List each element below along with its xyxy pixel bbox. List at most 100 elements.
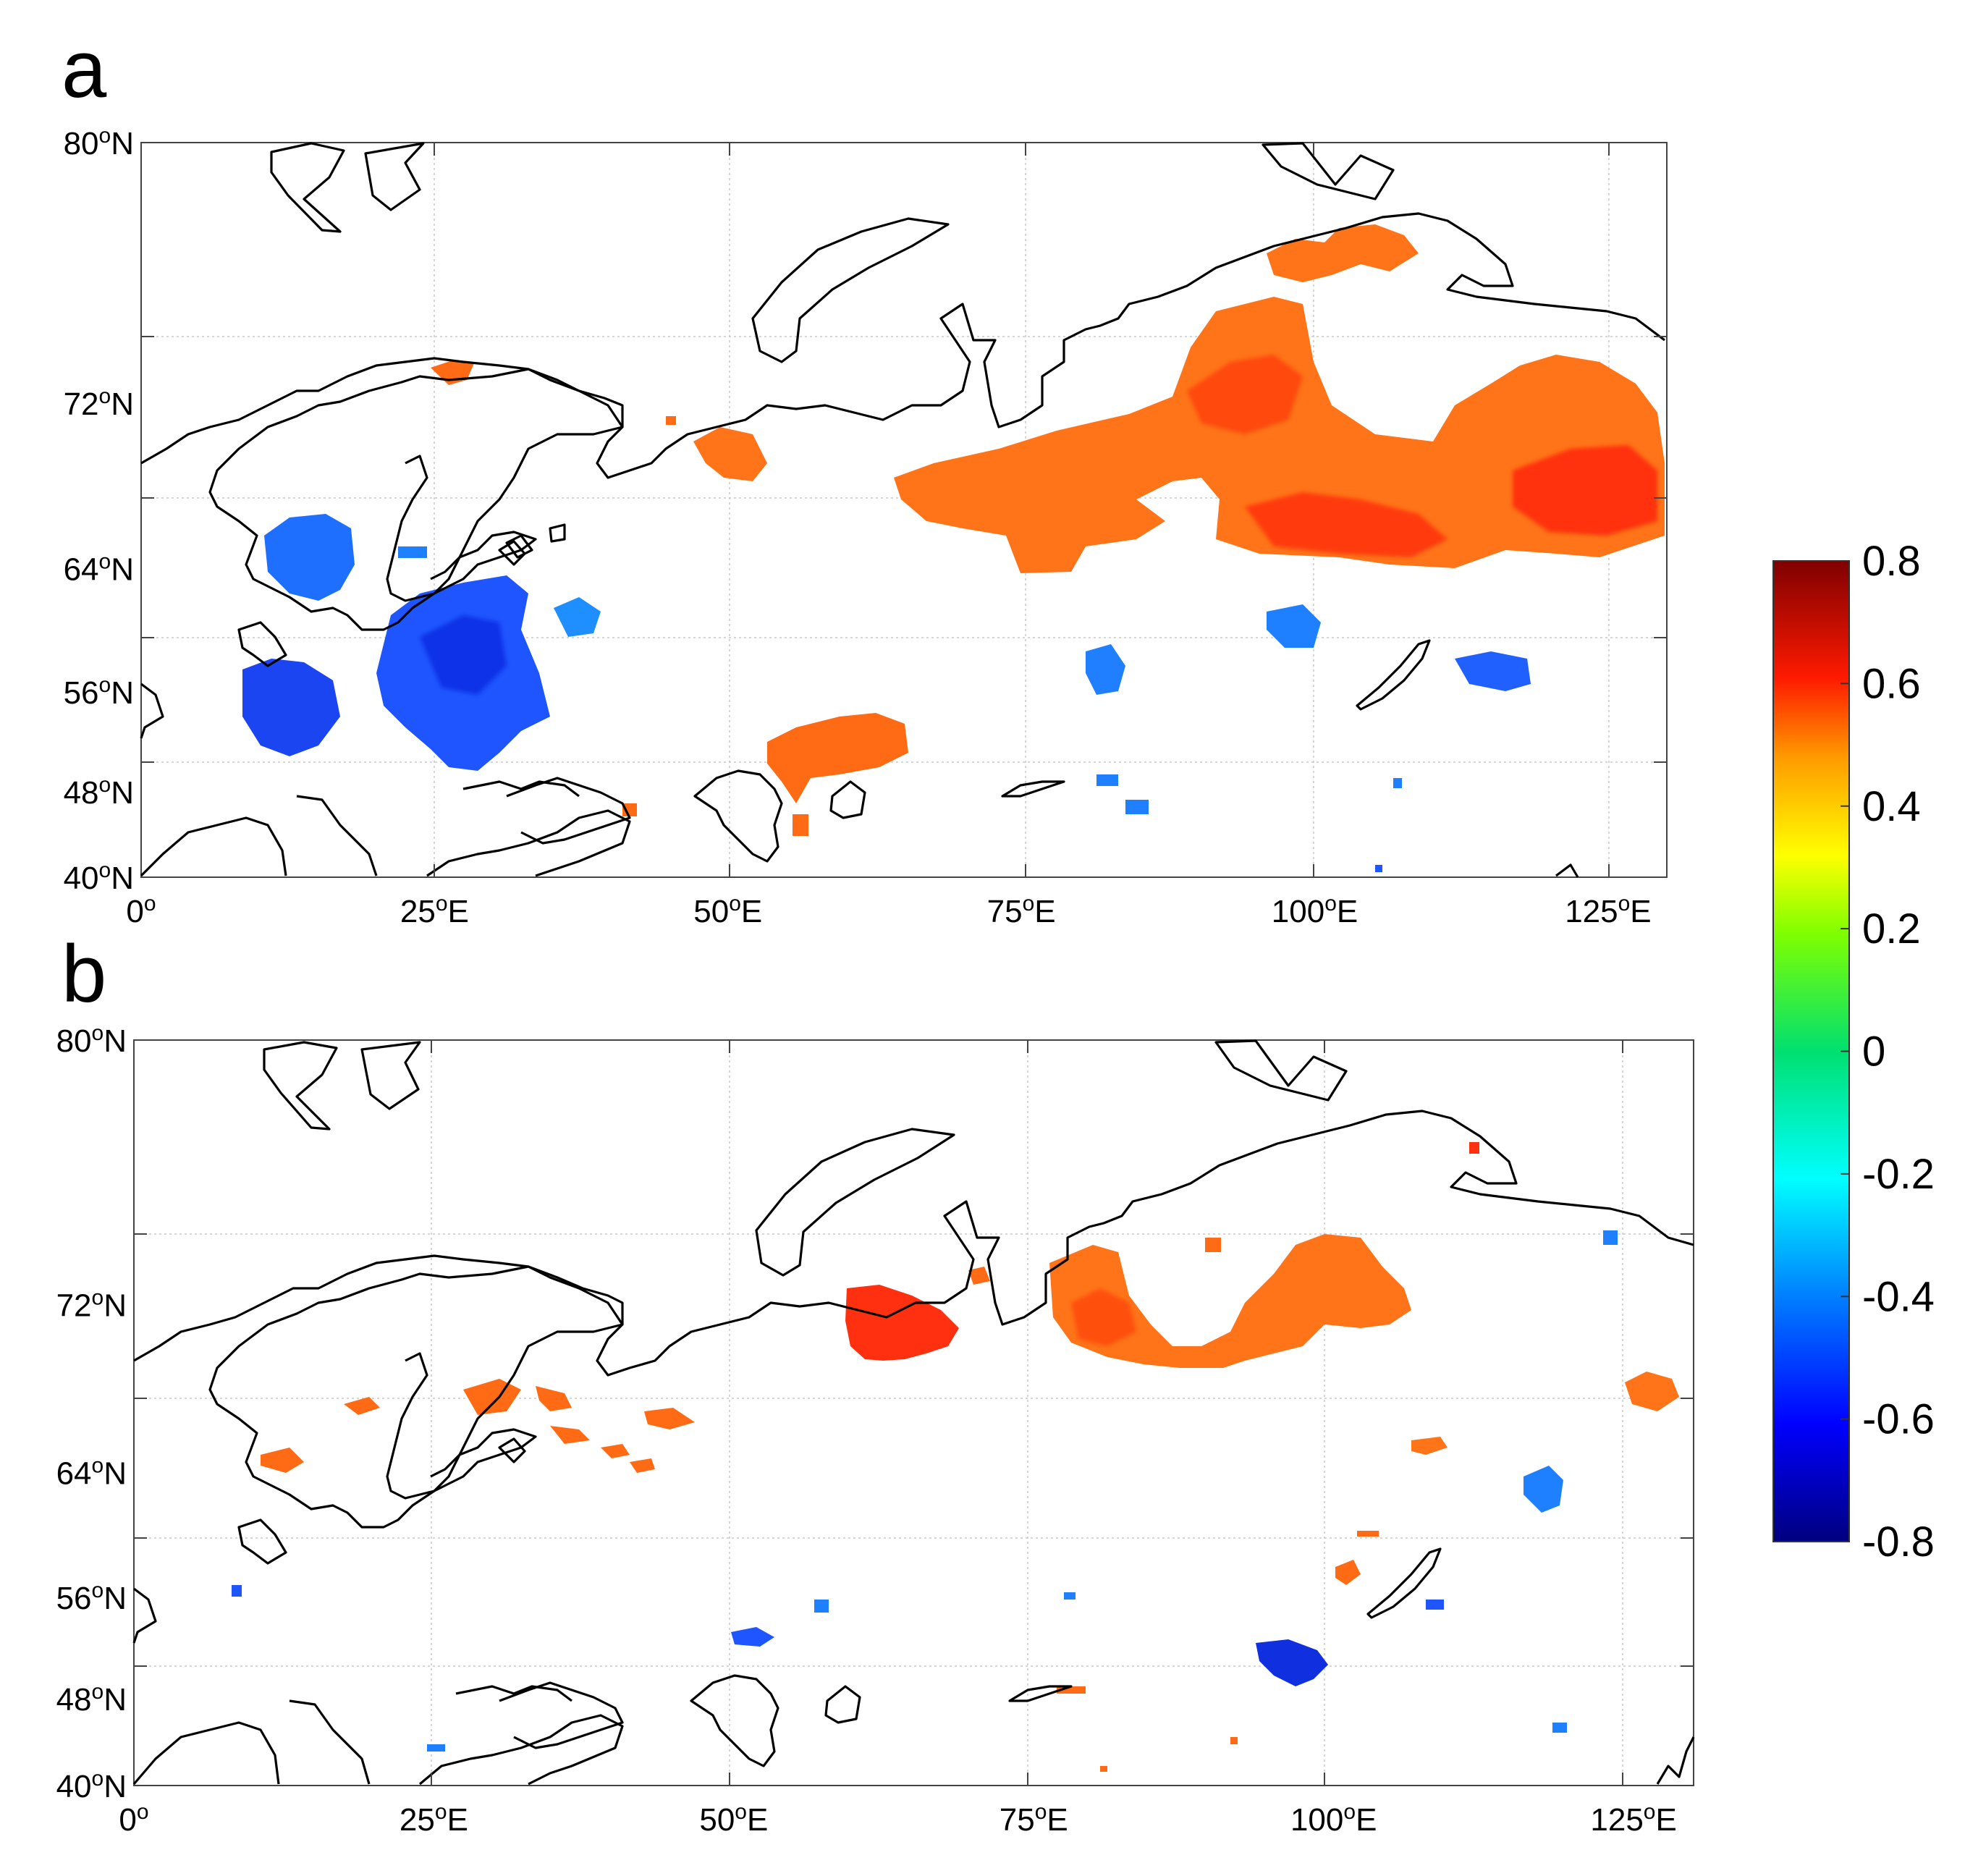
panel-a-central-europe <box>242 659 340 756</box>
panel-b-lat-label: 48oN <box>56 1680 127 1717</box>
panel-b-negative-field <box>232 1230 1618 1752</box>
panel-a-lon-label: 125oE <box>1565 892 1651 929</box>
panel-a-kola-patch <box>431 360 474 385</box>
colorbar-ticks <box>1841 560 1849 1542</box>
panel-b-lake-ladoga <box>498 1437 526 1463</box>
panel-a-baltic-coast <box>386 455 537 602</box>
panel-a-caspian <box>693 769 783 863</box>
panel-a-lat-label: 40oN <box>64 858 134 896</box>
panel-b-svalbard <box>263 1041 338 1131</box>
panel-a-mongolia-patch <box>1267 604 1321 648</box>
panel-a-small-cool <box>1375 865 1382 872</box>
panel-b-pacific-patch <box>1625 1372 1679 1411</box>
panel-b-small-patch <box>1357 1531 1379 1537</box>
panel-a-svalbard-east <box>364 142 425 211</box>
panel-a-small-patch <box>793 814 808 836</box>
panel-a-aral <box>829 780 866 819</box>
panel-b-small-cool <box>427 1744 445 1752</box>
panel-b-siberia-core <box>1071 1288 1136 1346</box>
panel-b-lat-label: 40oN <box>56 1767 127 1804</box>
panel-a-denmark <box>237 621 287 667</box>
panel-b-lon-label: 0o <box>119 1800 148 1838</box>
panel-b-lon-label: 100oE <box>1290 1800 1377 1838</box>
colorbar-label: -0.8 <box>1862 1518 1935 1566</box>
colorbar-label: 0.4 <box>1862 783 1921 830</box>
panel-b-coastlines <box>132 1039 1695 1786</box>
panel-b-small-cool <box>814 1600 829 1613</box>
panel-a-japan-edge <box>1555 863 1579 878</box>
panel-a-russia-patch <box>554 597 601 637</box>
panel-label-b: b <box>62 929 107 1019</box>
colorbar-labels: 0.8 0.6 0.4 0.2 0 -0.2 -0.4 -0.6 -0.8 <box>1862 538 1935 1566</box>
colorbar-label: 0.8 <box>1862 538 1921 585</box>
panel-b-baltic-coast <box>386 1352 537 1500</box>
panel-a-lat-label: 48oN <box>64 773 134 811</box>
panel-a-black-sea <box>506 777 631 845</box>
panel-a-ural-patch <box>693 427 767 481</box>
panel-a-lon-labels: 0o 25oE 50oE 75oE 100oE 125oE <box>126 892 1651 929</box>
colorbar-label: 0.2 <box>1862 905 1921 952</box>
colorbar-label: -0.4 <box>1862 1273 1935 1320</box>
panel-a-positive-field <box>431 224 1665 836</box>
panel-b-balkhash <box>1008 1685 1073 1702</box>
colorbar-label: 0 <box>1862 1028 1885 1076</box>
panel-b-gridlines <box>134 1040 1694 1786</box>
panel-b-small-cool <box>232 1585 242 1597</box>
panel-label-a: a <box>62 24 107 114</box>
panel-b-eurasia-north-coast <box>133 1110 1694 1377</box>
panel-a-taimyr-core <box>1187 355 1303 434</box>
panel-b-lon-label: 50oE <box>699 1800 768 1838</box>
panel-b-small-cool <box>1064 1592 1076 1600</box>
panel-a-scandinavia-patch <box>264 514 355 601</box>
colorbar-label: 0.6 <box>1862 660 1921 707</box>
panel-b-baikal <box>1366 1547 1442 1619</box>
panel-a-lon-label: 100oE <box>1272 892 1358 929</box>
panel-b-lon-labels: 0o 25oE 50oE 75oE 100oE 125oE <box>119 1800 1676 1838</box>
panel-b-lake-patch <box>1335 1560 1361 1585</box>
panel-b-severnaya-zemlya <box>1214 1039 1348 1102</box>
panel-a-lat-label: 64oN <box>64 550 134 588</box>
panel-b-yamal-region <box>845 1285 959 1361</box>
panel-b-map: 80oN 72oN 64oN 56oN 48oN 40oN 0o 25oE 50oE 75oE 1… <box>56 1021 1695 1838</box>
panel-b-frame <box>133 1039 1694 1786</box>
panel-b-caspian <box>690 1674 779 1767</box>
panel-b-denmark <box>237 1518 287 1565</box>
panel-a-amur-patch <box>1455 651 1531 691</box>
panel-b-scandinavia <box>208 1265 624 1529</box>
panel-a-ticks <box>141 142 1667 877</box>
panel-a-balkhash <box>1001 780 1065 798</box>
panel-a-novaya-zemlya <box>751 217 950 363</box>
colorbar-label: -0.2 <box>1862 1151 1935 1198</box>
panel-b-small-patch <box>1057 1686 1086 1694</box>
panel-b-scandinavia-patches <box>261 1379 695 1473</box>
panel-a-coastlines <box>140 142 1665 878</box>
panel-b-lon-label: 75oE <box>1000 1800 1068 1838</box>
panel-a-caspian-region <box>767 713 908 803</box>
panel-b-east-patch <box>1411 1437 1448 1455</box>
panel-a-svalbard <box>270 142 345 233</box>
panel-b-aral <box>824 1685 861 1724</box>
panel-b-black-sea <box>499 1681 624 1749</box>
panel-a-kazakh-patch <box>1086 644 1125 695</box>
panel-b-lat-label: 80oN <box>56 1021 127 1059</box>
panel-a-east-core <box>1513 445 1657 536</box>
panel-b-lat-label: 72oN <box>56 1285 127 1323</box>
panel-a-baikal <box>1356 639 1431 711</box>
panel-a-severnaya-zemlya <box>1262 142 1395 200</box>
panel-b-lat-labels: 80oN 72oN 64oN 56oN 48oN 40oN <box>56 1021 127 1804</box>
panel-a-lon-label: 50oE <box>693 892 762 929</box>
panel-b-japan-edge <box>1656 1736 1695 1785</box>
panel-a-small-cool <box>1125 800 1149 814</box>
panel-a-small-cool <box>1096 774 1118 786</box>
panel-b-siberia-region <box>1049 1234 1411 1368</box>
panel-a-small-patch <box>666 416 676 425</box>
panel-a-map: 80oN 72oN 64oN 56oN 48oN 40oN 0o 25oE 50oE 75oE 1… <box>64 124 1668 929</box>
panel-a-north-patches <box>1267 224 1419 282</box>
colorbar: 0.8 0.6 0.4 0.2 0 -0.2 -0.4 -0.6 -0.8 <box>1772 538 1935 1566</box>
panel-b-lon-label: 25oE <box>400 1800 468 1838</box>
panel-b-small-cool <box>1552 1723 1567 1733</box>
panel-a-siberia-region <box>894 297 1665 573</box>
panel-a-small-cool <box>1393 778 1402 788</box>
